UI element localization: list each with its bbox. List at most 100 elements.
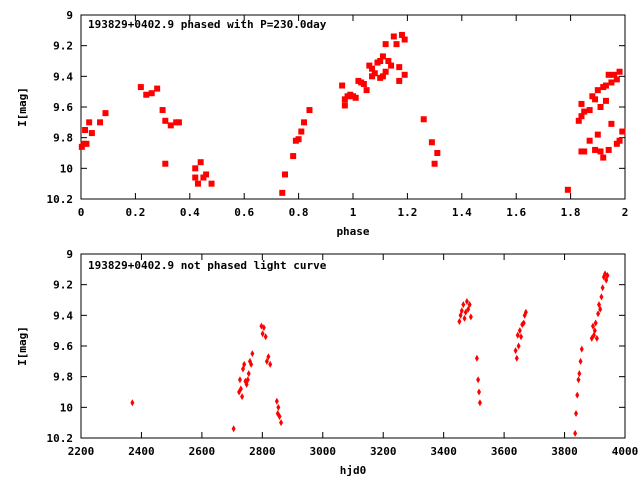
unphased-y-tick-label: 9.8 <box>53 371 73 384</box>
phased-data-point <box>208 180 215 187</box>
phased-data-point <box>401 36 408 43</box>
unphased-data-point <box>268 360 273 368</box>
phased-data-point <box>605 146 612 153</box>
phased-y-tick-label: 9.4 <box>53 70 73 83</box>
unphased-y-tick-label: 10.2 <box>47 432 74 445</box>
phased-data-point <box>306 107 313 114</box>
unphased-x-tick-label: 2200 <box>68 445 95 458</box>
phased-chart-title: 193829+0402.9 phased with P=230.0day <box>88 18 327 31</box>
phased-data-point <box>371 70 378 77</box>
unphased-data-point <box>576 376 581 384</box>
unphased-data-point <box>579 345 584 353</box>
phased-data-point <box>611 71 618 78</box>
unphased-data-point <box>277 413 282 421</box>
unphased-x-tick-label: 2800 <box>249 445 276 458</box>
phased-data-point <box>564 186 571 193</box>
unphased-data-point <box>516 342 521 350</box>
phased-data-point <box>366 62 373 69</box>
phased-data-point <box>385 58 392 64</box>
phased-data-point <box>382 41 389 48</box>
unphased-data-point <box>231 425 236 433</box>
unphased-data-point <box>464 298 469 306</box>
phased-data-point <box>575 117 582 124</box>
unphased-data-point <box>514 354 519 362</box>
phased-data-point <box>102 110 109 117</box>
phased-data-point <box>390 33 397 40</box>
phased-data-point <box>83 140 90 147</box>
phased-y-tick-label: 9 <box>66 9 73 22</box>
phased-data-point <box>586 107 593 114</box>
phased-data-point <box>602 97 609 104</box>
unphased-data-point <box>593 319 598 327</box>
phased-data-point <box>352 94 359 101</box>
phased-data-point <box>86 119 93 126</box>
phased-data-point <box>600 154 607 161</box>
unphased-y-tick-label: 10 <box>60 401 73 414</box>
phased-y-tick-label: 10.2 <box>47 193 74 206</box>
phased-data-point <box>613 140 620 147</box>
phased-data-point <box>586 137 593 144</box>
phased-data-point <box>88 130 95 137</box>
unphased-data-point <box>462 314 467 322</box>
unphased-data-point <box>279 419 284 427</box>
unphased-y-tick-label: 9.2 <box>53 279 73 292</box>
phased-data-point <box>143 91 150 98</box>
phased-y-tick-label: 9.6 <box>53 101 73 114</box>
unphased-plot-frame <box>80 253 626 439</box>
phased-data-point <box>167 122 174 129</box>
phased-plot-frame <box>80 14 626 200</box>
unphased-data-point <box>467 301 472 309</box>
phased-data-point <box>159 107 166 114</box>
phased-data-point <box>578 100 585 107</box>
phased-data-point <box>431 160 438 167</box>
unphased-data-point <box>264 357 269 365</box>
phased-light-curve-panel: 0 0.2 0.4 0.6 0.8 1 1.2 1.4 1.6 1.8 2 9 9.2 9.4 9.6 9.8… <box>16 9 628 238</box>
unphased-data-point <box>594 334 599 342</box>
phased-data-point <box>295 136 302 143</box>
phased-data-point <box>396 64 403 71</box>
unphased-x-tick-label: 3600 <box>491 445 518 458</box>
unphased-data-point <box>274 397 279 405</box>
phased-data-point <box>379 73 386 80</box>
phased-x-tick-label: 1.6 <box>506 206 526 219</box>
phased-y-tick-label: 9.2 <box>53 40 73 53</box>
unphased-data-point <box>513 347 518 355</box>
phased-data-point <box>203 171 210 178</box>
unphased-data-point <box>245 376 250 384</box>
unphased-data-point <box>238 385 243 393</box>
phased-data-point <box>597 148 604 155</box>
phased-data-point <box>192 165 199 172</box>
phased-data-point <box>298 128 305 135</box>
unphased-data-point <box>266 353 271 361</box>
unphased-data-point <box>240 393 245 401</box>
phased-data-point <box>97 119 104 126</box>
phased-data-point <box>616 137 623 144</box>
phased-data-point <box>162 117 169 124</box>
unphased-data-point <box>578 357 583 365</box>
unphased-data-point <box>250 350 255 358</box>
phased-data-point <box>398 31 405 38</box>
phased-data-point <box>154 85 161 92</box>
phased-data-point <box>420 116 427 123</box>
unphased-x-tick-label: 3400 <box>430 445 457 458</box>
unphased-data-point <box>600 284 605 292</box>
unphased-data-point <box>517 327 522 335</box>
phased-data-point <box>594 131 601 138</box>
phased-data-point <box>592 146 599 153</box>
unphased-data-point <box>592 327 597 335</box>
phased-data-point <box>137 84 144 91</box>
unphased-data-point <box>246 370 251 378</box>
phased-x-tick-label: 2 <box>622 206 629 219</box>
unphased-data-point <box>574 409 579 417</box>
unphased-data-point <box>575 391 580 399</box>
phased-data-point <box>578 113 585 120</box>
phased-data-point <box>148 90 155 97</box>
phased-data-point <box>597 104 604 110</box>
unphased-y-axis-label: I[mag] <box>16 326 29 366</box>
phased-data-point <box>290 153 297 160</box>
phased-data-point <box>301 119 308 126</box>
phased-x-tick-label: 1 <box>350 206 357 219</box>
phased-data-point <box>401 71 408 78</box>
unphased-data-point <box>523 308 528 316</box>
unphased-data-point <box>466 305 471 313</box>
